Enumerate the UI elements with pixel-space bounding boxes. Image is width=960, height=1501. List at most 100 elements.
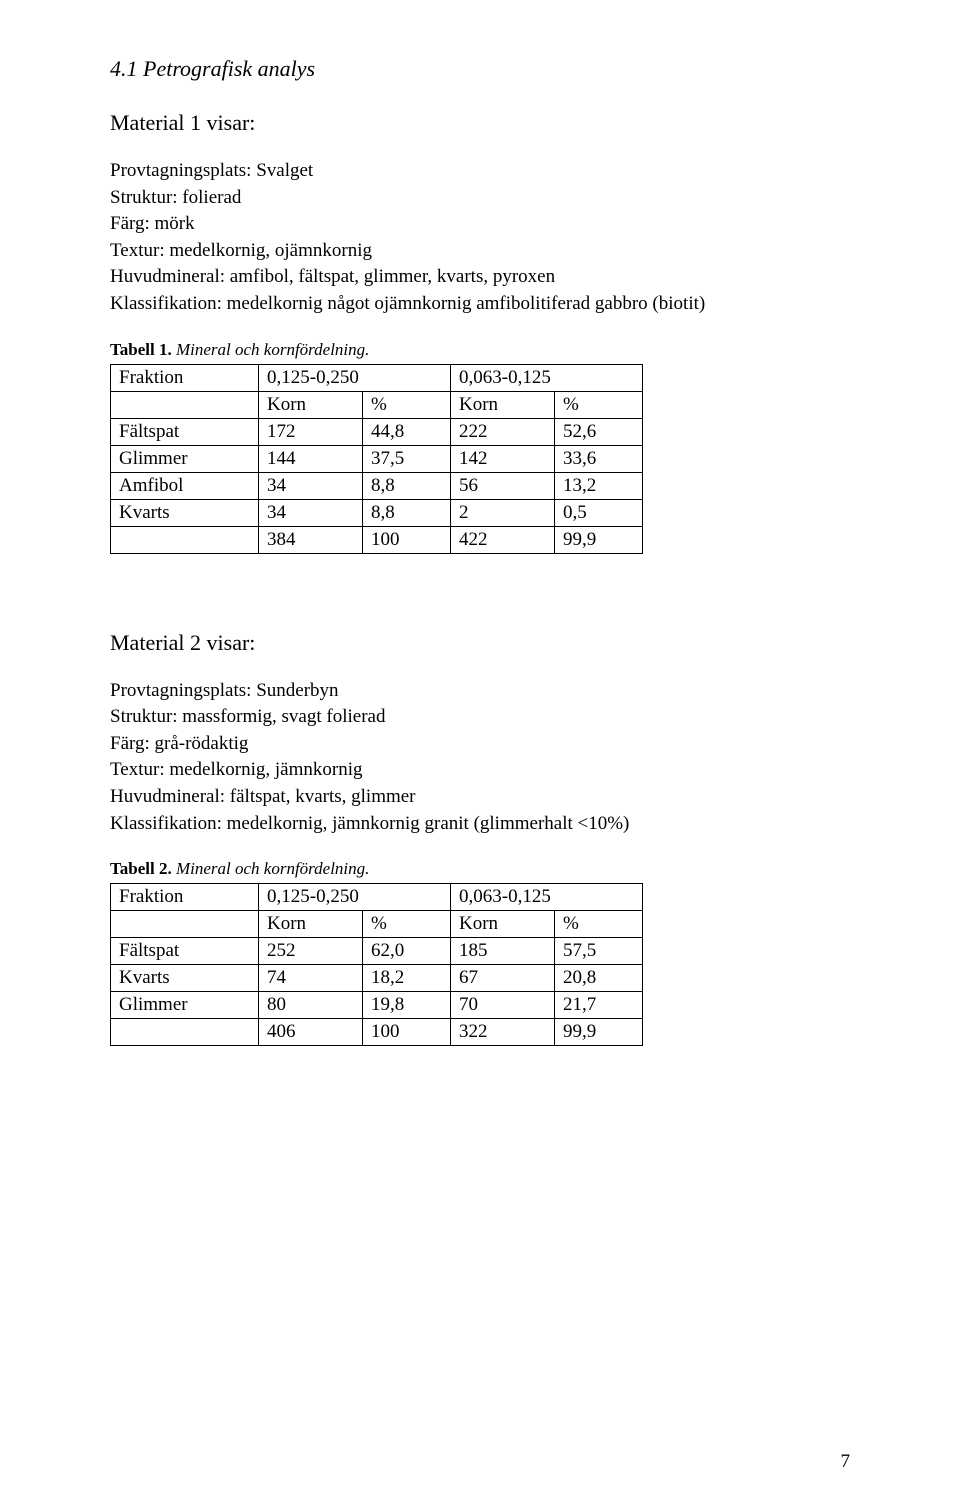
cell: 0,125-0,250 <box>259 364 451 391</box>
cell: % <box>363 391 451 418</box>
table-row: Fraktion 0,125-0,250 0,063-0,125 <box>111 884 643 911</box>
cell: 13,2 <box>555 472 643 499</box>
info-line: Färg: grå-rödaktig <box>110 731 850 758</box>
table2: Fraktion 0,125-0,250 0,063-0,125 Korn % … <box>110 883 643 1046</box>
cell: 100 <box>363 526 451 553</box>
cell: Fraktion <box>111 884 259 911</box>
table-row: Fältspat 172 44,8 222 52,6 <box>111 418 643 445</box>
cell <box>111 391 259 418</box>
cell: Kvarts <box>111 965 259 992</box>
cell: 70 <box>451 992 555 1019</box>
cell: 18,2 <box>363 965 451 992</box>
page: 4.1 Petrografisk analys Material 1 visar… <box>0 0 960 1501</box>
page-number: 7 <box>841 1451 851 1473</box>
cell: 2 <box>451 499 555 526</box>
cell: 8,8 <box>363 472 451 499</box>
cell: 0,063-0,125 <box>451 884 643 911</box>
cell: 20,8 <box>555 965 643 992</box>
cell: 0,5 <box>555 499 643 526</box>
material2-heading: Material 2 visar: <box>110 630 850 656</box>
table-row: Fraktion 0,125-0,250 0,063-0,125 <box>111 364 643 391</box>
material1-heading: Material 1 visar: <box>110 110 850 136</box>
table-row: Glimmer 80 19,8 70 21,7 <box>111 992 643 1019</box>
cell: % <box>555 391 643 418</box>
cell: 44,8 <box>363 418 451 445</box>
cell: 99,9 <box>555 1019 643 1046</box>
info-line: Färg: mörk <box>110 211 850 238</box>
table-row: Kvarts 74 18,2 67 20,8 <box>111 965 643 992</box>
cell: 33,6 <box>555 445 643 472</box>
info-line: Provtagningsplats: Svalget <box>110 158 850 185</box>
cell: 56 <box>451 472 555 499</box>
info-line: Klassifikation: medelkornig, jämnkornig … <box>110 811 850 838</box>
table1-caption: Tabell 1. Mineral och kornfördelning. <box>110 340 850 360</box>
spacer <box>110 594 850 630</box>
cell: Korn <box>259 391 363 418</box>
cell: Kvarts <box>111 499 259 526</box>
cell: 185 <box>451 938 555 965</box>
cell: 100 <box>363 1019 451 1046</box>
cell: 322 <box>451 1019 555 1046</box>
cell: 57,5 <box>555 938 643 965</box>
cell: 406 <box>259 1019 363 1046</box>
cell: 21,7 <box>555 992 643 1019</box>
section-title: 4.1 Petrografisk analys <box>110 56 850 82</box>
table2-caption: Tabell 2. Mineral och kornfördelning. <box>110 859 850 879</box>
table-row: Korn % Korn % <box>111 911 643 938</box>
cell: % <box>555 911 643 938</box>
cell: 422 <box>451 526 555 553</box>
table1: Fraktion 0,125-0,250 0,063-0,125 Korn % … <box>110 364 643 554</box>
cell: Fältspat <box>111 418 259 445</box>
cell: Korn <box>451 391 555 418</box>
table-row: Glimmer 144 37,5 142 33,6 <box>111 445 643 472</box>
cell: 74 <box>259 965 363 992</box>
cell: 52,6 <box>555 418 643 445</box>
caption-bold: Tabell 1. <box>110 340 172 359</box>
material2-meta: Provtagningsplats: Sunderbyn Struktur: m… <box>110 678 850 838</box>
cell <box>111 526 259 553</box>
cell: 34 <box>259 472 363 499</box>
cell: 34 <box>259 499 363 526</box>
cell: 172 <box>259 418 363 445</box>
cell: Amfibol <box>111 472 259 499</box>
material1-meta: Provtagningsplats: Svalget Struktur: fol… <box>110 158 850 318</box>
info-line: Klassifikation: medelkornig något ojämnk… <box>110 291 850 318</box>
cell: 252 <box>259 938 363 965</box>
table-row: 406 100 322 99,9 <box>111 1019 643 1046</box>
caption-italic: Mineral och kornfördelning. <box>172 859 370 878</box>
cell: Fraktion <box>111 364 259 391</box>
cell: % <box>363 911 451 938</box>
table-row: 384 100 422 99,9 <box>111 526 643 553</box>
caption-italic: Mineral och kornfördelning. <box>172 340 370 359</box>
table-row: Fältspat 252 62,0 185 57,5 <box>111 938 643 965</box>
cell: 8,8 <box>363 499 451 526</box>
cell: 144 <box>259 445 363 472</box>
cell: Fältspat <box>111 938 259 965</box>
cell: Glimmer <box>111 992 259 1019</box>
cell <box>111 1019 259 1046</box>
cell: Korn <box>259 911 363 938</box>
cell: 37,5 <box>363 445 451 472</box>
info-line: Struktur: folierad <box>110 185 850 212</box>
caption-bold: Tabell 2. <box>110 859 172 878</box>
cell <box>111 911 259 938</box>
cell: Glimmer <box>111 445 259 472</box>
info-line: Textur: medelkornig, ojämnkornig <box>110 238 850 265</box>
table-row: Kvarts 34 8,8 2 0,5 <box>111 499 643 526</box>
cell: 0,125-0,250 <box>259 884 451 911</box>
info-line: Huvudmineral: fältspat, kvarts, glimmer <box>110 784 850 811</box>
cell: 384 <box>259 526 363 553</box>
info-line: Textur: medelkornig, jämnkornig <box>110 757 850 784</box>
cell: 99,9 <box>555 526 643 553</box>
cell: 67 <box>451 965 555 992</box>
cell: Korn <box>451 911 555 938</box>
info-line: Huvudmineral: amfibol, fältspat, glimmer… <box>110 264 850 291</box>
info-line: Struktur: massformig, svagt folierad <box>110 704 850 731</box>
cell: 0,063-0,125 <box>451 364 643 391</box>
info-line: Provtagningsplats: Sunderbyn <box>110 678 850 705</box>
cell: 62,0 <box>363 938 451 965</box>
cell: 80 <box>259 992 363 1019</box>
cell: 222 <box>451 418 555 445</box>
table-row: Korn % Korn % <box>111 391 643 418</box>
cell: 142 <box>451 445 555 472</box>
